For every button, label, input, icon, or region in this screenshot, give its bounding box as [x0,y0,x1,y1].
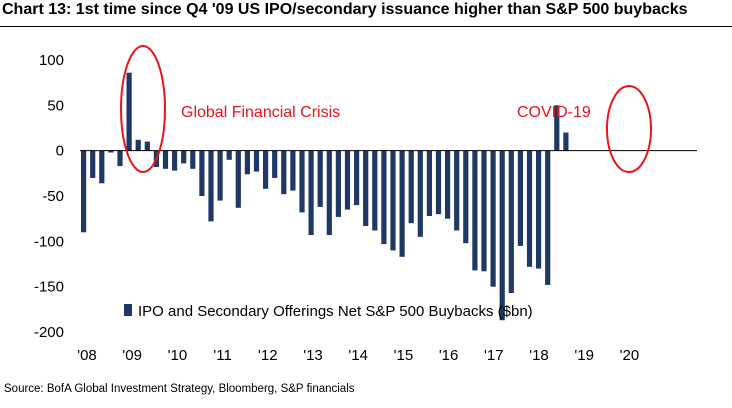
chart-title: Chart 13: 1st time since Q4 '09 US IPO/s… [2,1,688,18]
bar [263,150,269,189]
bar [299,150,305,213]
bar [99,150,105,184]
bar [199,150,205,196]
bar [117,150,123,167]
bar [508,150,514,293]
bar [81,150,87,233]
x-tick-label: '17 [484,347,504,364]
bar [545,150,551,285]
bar [490,150,496,287]
bar [335,150,341,217]
bar [217,150,223,201]
bar [317,150,323,207]
x-tick-label: '09 [122,347,142,364]
bar [363,150,369,226]
bar [90,150,96,178]
bar [226,150,232,160]
source-note: Source: BofA Global Investment Strategy,… [4,383,355,395]
y-tick-label: 0 [56,143,64,160]
x-tick-label: '20 [620,347,640,364]
bar-series [81,72,569,321]
bar [417,150,423,237]
x-tick-label: '14 [348,347,368,364]
bar [326,150,332,235]
bar [354,150,360,206]
bar [181,150,187,164]
covid-annotation: COVID-19 [517,104,591,121]
y-tick-label: -150 [34,279,64,296]
bar [235,150,241,208]
y-tick-label: -200 [34,324,64,341]
bar [190,150,196,169]
x-tick-label: '12 [258,347,278,364]
x-tick-label: '10 [168,347,188,364]
bar [454,150,460,231]
bar [554,105,560,151]
bar [108,150,114,153]
y-tick-label: -100 [34,233,64,250]
gfc-annotation: Global Financial Crisis [181,104,340,121]
bar [517,150,523,246]
bar [399,150,405,257]
bar [563,132,569,151]
bar [272,150,278,178]
bar [344,150,351,210]
bar [408,150,414,224]
y-tick-label: -50 [42,188,64,205]
bar [162,150,169,169]
bar [135,139,141,151]
x-tick-label: '16 [439,347,459,364]
bar [481,150,487,272]
x-tick-label: '15 [394,347,414,364]
bar [244,150,250,175]
bar [308,150,314,235]
x-tick-label: '19 [574,347,594,364]
y-axis-ticks: 100 50 0 -50 -100 -150 -200 [34,52,64,341]
legend-label: IPO and Secondary Offerings Net S&P 500 … [138,303,533,320]
bar [426,150,432,216]
x-tick-label: '11 [213,347,231,364]
bar [144,141,150,151]
bar [253,150,260,172]
bar [372,150,378,231]
y-tick-label: 50 [47,97,64,114]
bar [390,150,396,251]
bar [435,150,442,215]
bar [499,150,505,321]
bar [536,150,542,269]
bar [281,150,287,195]
bar [172,150,178,171]
bar [472,150,478,271]
bar [463,150,469,244]
x-tick-label: '08 [77,347,97,364]
bar [445,150,451,219]
bar [290,150,296,191]
x-tick-label: '18 [529,347,549,364]
y-tick-label: 100 [39,52,64,69]
bar [126,72,132,151]
bar [381,150,387,245]
bar [208,150,214,222]
bar [526,150,533,267]
gfc-highlight-circle [120,45,166,173]
x-axis-ticks: '08 '09 '10 '11 '12 '13 '14 '15 '16 '17 '18 '19 '20 [77,347,639,364]
x-tick-label: '13 [303,347,323,364]
covid-highlight-circle [606,85,652,173]
legend-swatch [124,304,132,316]
title-divider [0,26,732,27]
